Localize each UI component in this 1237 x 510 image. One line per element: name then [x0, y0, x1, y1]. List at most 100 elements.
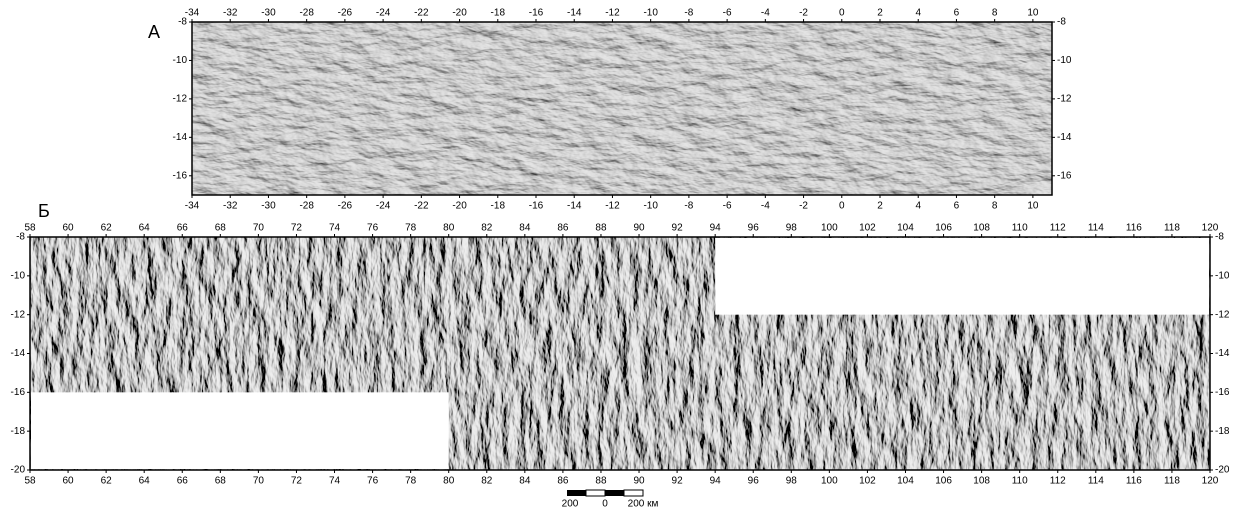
y-tick-label: -14	[1215, 348, 1230, 359]
x-tick-label: 106	[935, 476, 952, 487]
x-tick-label: 92	[672, 476, 684, 487]
x-tick-label: 8	[992, 8, 998, 19]
x-tick-label: 86	[557, 223, 569, 234]
y-tick-label: -20	[11, 465, 26, 476]
scale-label: 200	[562, 499, 579, 510]
x-tick-label: 118	[1164, 476, 1180, 487]
x-tick-label: -6	[723, 201, 732, 212]
x-tick-label: -32	[223, 201, 238, 212]
x-tick-label: 64	[139, 476, 151, 487]
y-tick-label: -14	[1057, 132, 1072, 143]
x-tick-label: 98	[786, 223, 798, 234]
x-tick-label: 0	[839, 201, 845, 212]
x-tick-label: 68	[215, 476, 227, 487]
x-tick-label: 78	[405, 223, 417, 234]
x-tick-label: 72	[291, 476, 303, 487]
x-tick-label: -34	[185, 201, 200, 212]
scale-segment	[624, 490, 643, 496]
x-tick-label: 74	[329, 223, 341, 234]
x-tick-label: -8	[684, 201, 693, 212]
y-tick-label: -16	[1057, 170, 1072, 181]
x-tick-label: -14	[567, 201, 582, 212]
relief-image	[192, 22, 1052, 195]
x-tick-label: -26	[338, 201, 353, 212]
x-tick-label: 6	[954, 201, 960, 212]
x-tick-label: 88	[595, 223, 607, 234]
y-tick-label: -12	[1057, 94, 1072, 105]
y-tick-label: -8	[1057, 17, 1066, 28]
x-tick-label: 112	[1050, 223, 1066, 234]
y-tick-label: -12	[173, 94, 188, 105]
x-tick-label: 58	[24, 223, 36, 234]
x-tick-label: 104	[897, 223, 914, 234]
y-tick-label: -20	[1215, 465, 1230, 476]
x-tick-label: -2	[799, 201, 808, 212]
x-tick-label: -34	[185, 8, 200, 19]
x-tick-label: 100	[821, 476, 838, 487]
x-tick-label: 94	[710, 476, 722, 487]
x-tick-label: 102	[859, 223, 876, 234]
scale-label: 0	[602, 499, 608, 510]
x-tick-label: 88	[595, 476, 607, 487]
scale-segment	[567, 490, 586, 496]
x-tick-label: 94	[710, 223, 722, 234]
x-tick-label: 90	[633, 223, 645, 234]
x-tick-label: 70	[253, 476, 265, 487]
y-tick-label: -14	[11, 348, 26, 359]
x-tick-label: 114	[1088, 476, 1104, 487]
x-tick-label: -10	[643, 201, 658, 212]
x-tick-label: -24	[376, 201, 391, 212]
x-tick-label: 4	[915, 8, 921, 19]
x-tick-label: 108	[973, 223, 990, 234]
x-tick-label: -30	[261, 201, 276, 212]
x-tick-label: 76	[367, 223, 379, 234]
no-data-area	[715, 238, 1209, 315]
x-tick-label: -20	[452, 8, 467, 19]
x-tick-label: 98	[786, 476, 798, 487]
y-tick-label: -10	[173, 55, 188, 66]
x-tick-label: 76	[367, 476, 379, 487]
x-tick-label: 110	[1012, 476, 1028, 487]
x-tick-label: 100	[821, 223, 838, 234]
y-tick-label: -18	[11, 426, 26, 437]
x-tick-label: 116	[1126, 223, 1142, 234]
x-tick-label: -32	[223, 8, 238, 19]
y-tick-label: -16	[11, 387, 26, 398]
x-tick-label: -28	[299, 8, 314, 19]
x-tick-label: -26	[338, 8, 353, 19]
x-tick-label: 0	[839, 8, 845, 19]
x-tick-label: 60	[63, 476, 75, 487]
x-tick-label: 96	[748, 476, 760, 487]
x-tick-label: 102	[859, 476, 876, 487]
x-tick-label: -12	[605, 201, 620, 212]
panel-label: Б	[38, 201, 50, 221]
x-tick-label: 8	[992, 201, 998, 212]
y-tick-label: -10	[1215, 270, 1230, 281]
x-tick-label: 118	[1164, 223, 1180, 234]
scale-bar: 200 0 200 км	[562, 490, 659, 510]
x-tick-label: -24	[376, 8, 391, 19]
x-tick-label: 78	[405, 476, 417, 487]
x-tick-label: -22	[414, 201, 429, 212]
x-tick-label: -14	[567, 8, 582, 19]
x-tick-label: 10	[1027, 8, 1039, 19]
x-tick-label: -18	[491, 8, 506, 19]
x-tick-label: -28	[299, 201, 314, 212]
x-tick-label: -20	[452, 201, 467, 212]
x-tick-label: 84	[519, 223, 531, 234]
x-tick-label: 64	[139, 223, 151, 234]
x-tick-label: 120	[1202, 476, 1219, 487]
x-tick-label: -6	[723, 8, 732, 19]
x-tick-label: 68	[215, 223, 227, 234]
x-tick-label: 86	[557, 476, 569, 487]
x-tick-label: -16	[529, 201, 544, 212]
x-tick-label: 70	[253, 223, 265, 234]
x-tick-label: -30	[261, 8, 276, 19]
y-tick-label: -12	[1215, 309, 1230, 320]
x-tick-label: 104	[897, 476, 914, 487]
y-tick-label: -14	[173, 132, 188, 143]
x-tick-label: 80	[443, 476, 455, 487]
y-tick-label: -8	[1215, 232, 1224, 243]
x-tick-label: 62	[101, 476, 113, 487]
x-tick-label: -22	[414, 8, 429, 19]
